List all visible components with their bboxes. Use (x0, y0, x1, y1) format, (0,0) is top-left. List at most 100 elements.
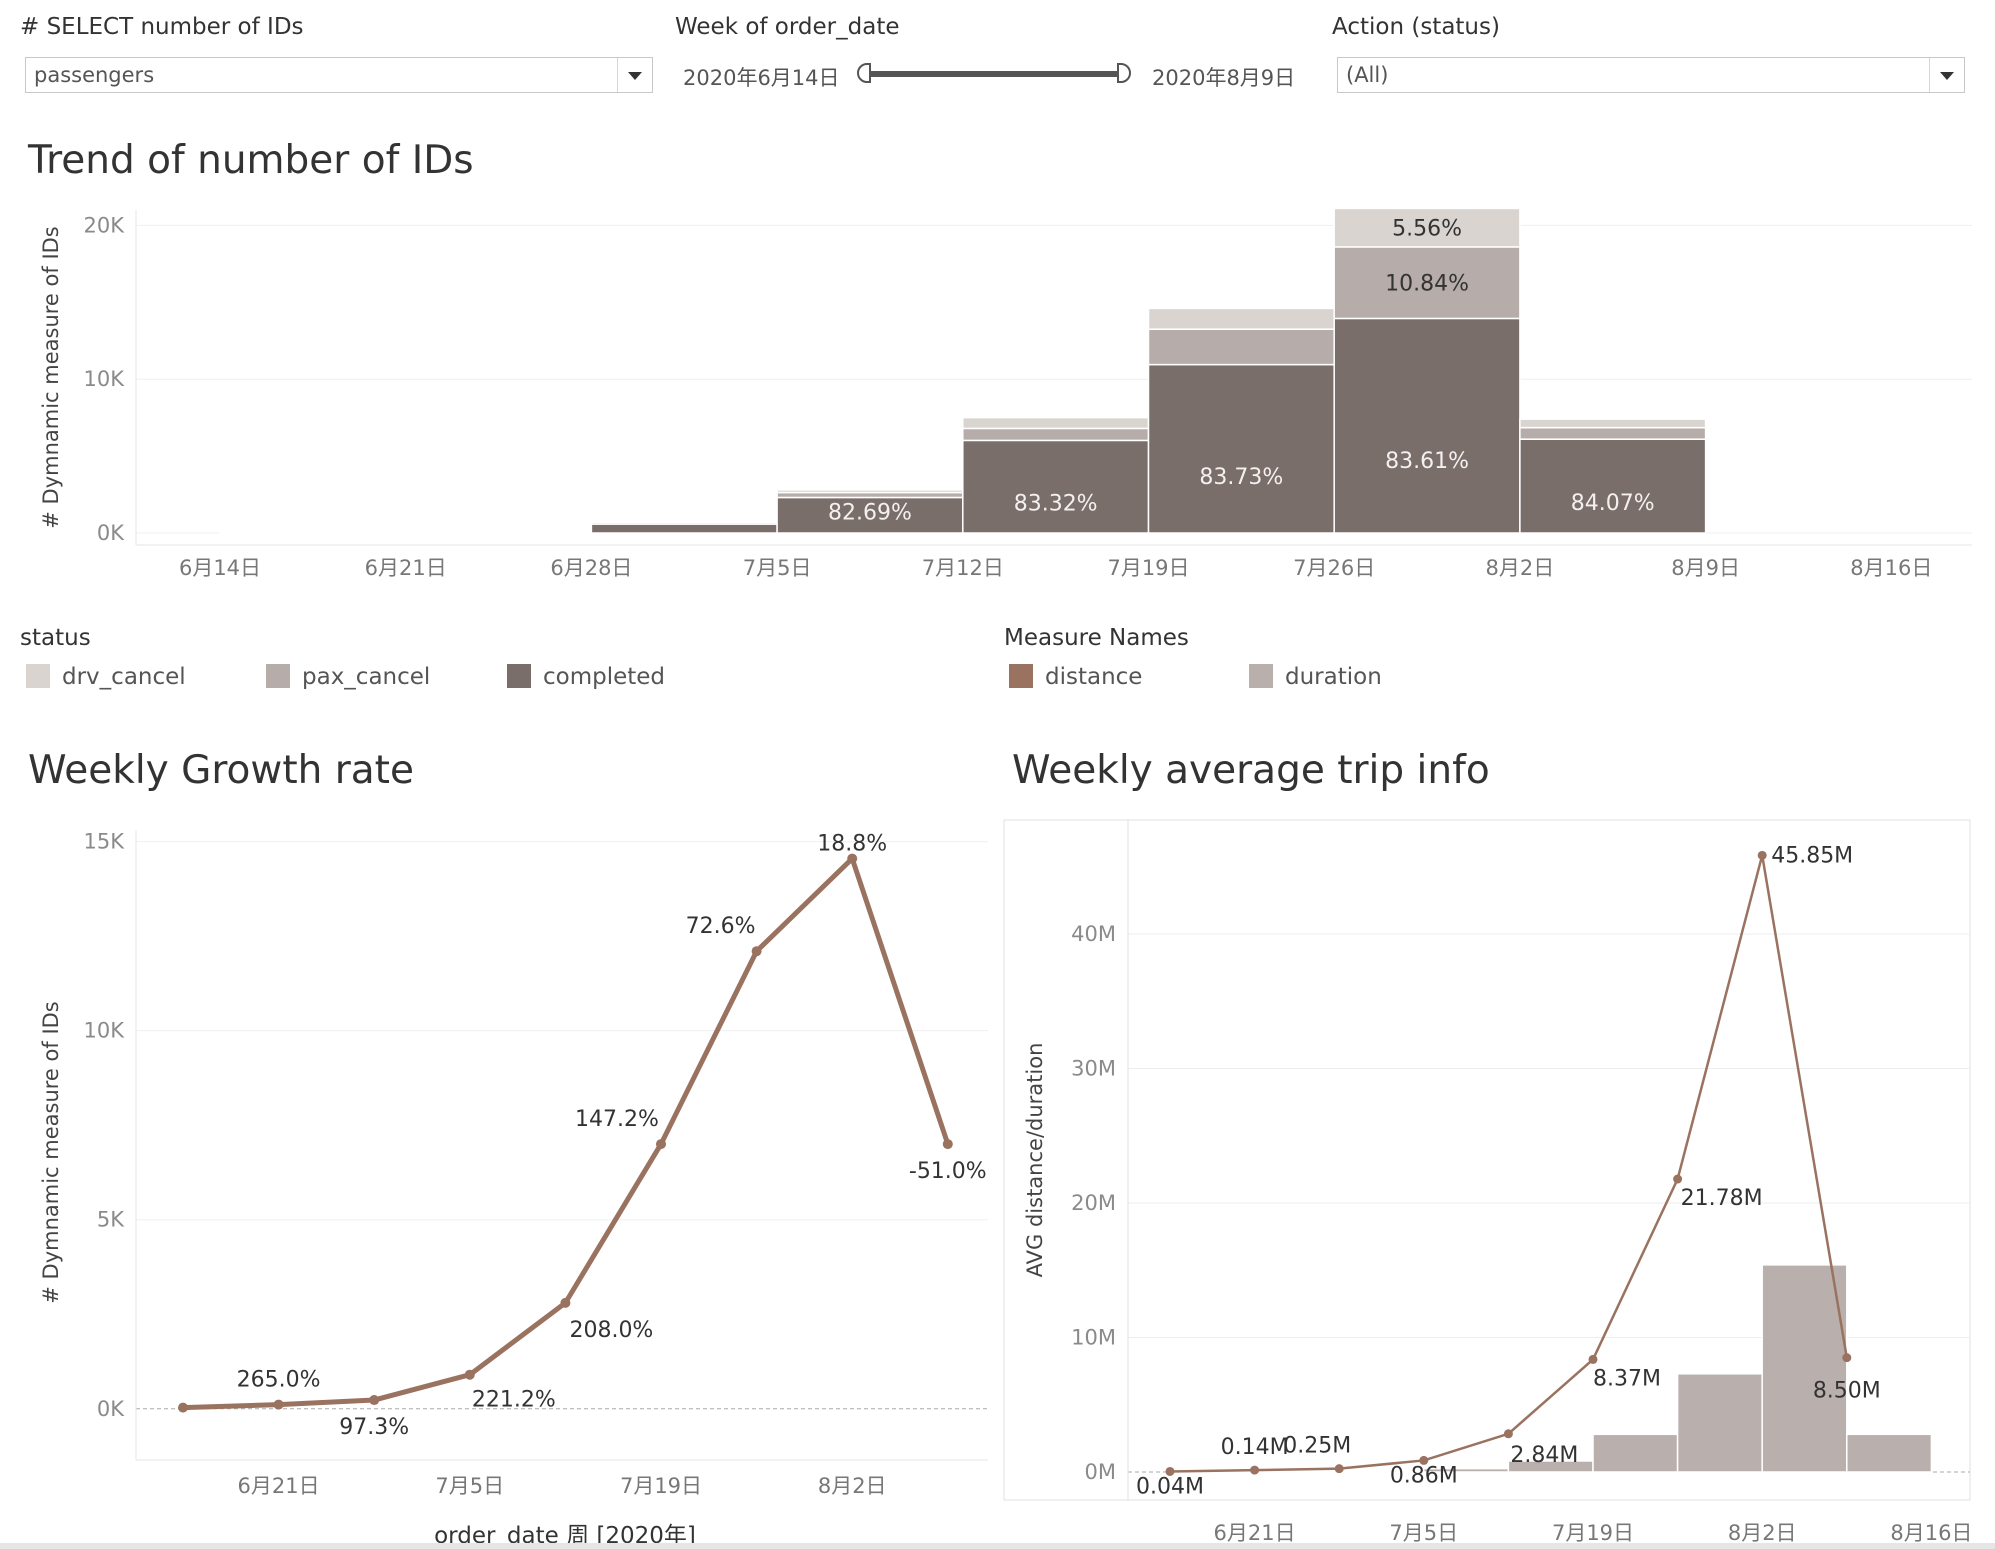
action-filter-label: Action (status) (1332, 14, 1500, 40)
week-range-start: 2020年6月14日 (683, 66, 840, 90)
growth-point[interactable] (178, 1402, 188, 1413)
growth-point[interactable] (369, 1395, 380, 1406)
distance-point[interactable] (1842, 1353, 1852, 1363)
status-legend-title: status (20, 625, 91, 651)
y-tick-label: 20K (84, 213, 126, 237)
legend-swatch (1009, 664, 1033, 688)
growth-point-label: 97.3% (339, 1415, 409, 1440)
legend-item-completed[interactable]: completed (507, 664, 665, 690)
distance-point[interactable] (1757, 850, 1767, 860)
bar-segment-drv-cancel[interactable] (776, 489, 964, 494)
growth-point-label: 265.0% (237, 1368, 321, 1393)
growth-series-line[interactable] (182, 856, 951, 1411)
x-tick-label: 7月12日 (922, 556, 1004, 580)
legend-label: pax_cancel (302, 664, 431, 690)
growth-point[interactable] (751, 946, 762, 957)
week-filter-label: Week of order_date (675, 14, 900, 40)
bar-segment-drv-cancel[interactable] (1519, 418, 1707, 429)
bar-data-label: 5.56% (1392, 217, 1462, 242)
growth-point[interactable] (942, 1139, 953, 1150)
select-ids-value: passengers (34, 63, 155, 87)
x-tick-label: 8月2日 (818, 1474, 887, 1498)
duration-bar[interactable] (1253, 1470, 1340, 1474)
select-ids-dropdown-button[interactable] (617, 58, 652, 92)
distance-point[interactable] (1588, 1354, 1598, 1364)
distance-point[interactable] (1250, 1465, 1260, 1475)
chevron-down-icon (628, 72, 642, 80)
week-range-slider[interactable] (857, 62, 1134, 86)
growth-chart-title: Weekly Growth rate (28, 748, 414, 793)
legend-item-drv-cancel[interactable]: drv_cancel (26, 664, 186, 690)
y-tick-label: 0K (97, 521, 125, 545)
slider-handle-start[interactable] (857, 63, 871, 83)
bar-segment-completed[interactable] (590, 523, 778, 534)
y-axis-title: AVG distance/duration (1023, 1043, 1047, 1278)
duration-bar[interactable] (1676, 1373, 1763, 1473)
growth-point-label: -51.0% (909, 1159, 987, 1184)
bar-segment-completed[interactable] (776, 496, 964, 534)
x-tick-label: 8月9日 (1671, 556, 1740, 580)
bar-data-label: 10.84% (1385, 272, 1469, 297)
week-range-end: 2020年8月9日 (1152, 66, 1296, 90)
bottom-scrollbar[interactable] (0, 1543, 1995, 1549)
y-tick-label: 5K (97, 1208, 125, 1232)
y-tick-label: 15K (84, 830, 126, 854)
legend-label: drv_cancel (62, 664, 186, 690)
growth-point[interactable] (656, 1139, 666, 1150)
duration-bar[interactable] (1846, 1433, 1933, 1473)
x-tick-label: 8月16日 (1850, 556, 1932, 580)
bar-segment-completed[interactable] (1519, 438, 1707, 534)
bar-segment-drv-cancel[interactable] (404, 531, 593, 534)
x-tick-label: 6月14日 (179, 556, 261, 580)
distance-point-label: 8.37M (1593, 1366, 1661, 1391)
bar-segment-drv-cancel[interactable] (1147, 307, 1335, 330)
bar-segment-drv-cancel[interactable] (962, 416, 1150, 430)
duration-bar[interactable] (1592, 1433, 1679, 1473)
growth-point[interactable] (464, 1369, 475, 1380)
bar-segment-drv-cancel[interactable] (219, 531, 407, 534)
action-dropdown-button[interactable] (1929, 58, 1964, 92)
bar-segment-drv-cancel[interactable] (590, 520, 778, 524)
bar-segment-pax-cancel[interactable] (1147, 328, 1335, 366)
distance-point-label: 2.84M (1510, 1443, 1578, 1468)
x-tick-label: 6月21日 (1214, 1521, 1296, 1545)
duration-bar[interactable] (1761, 1264, 1848, 1473)
distance-point-label: 0.04M (1136, 1474, 1204, 1499)
legend-item-duration[interactable]: duration (1249, 664, 1382, 690)
y-tick-label: 10K (84, 367, 126, 391)
bar-segment-pax-cancel[interactable] (1519, 426, 1707, 440)
bar-data-label: 84.07% (1571, 491, 1655, 516)
x-tick-label: 7月5日 (1389, 1521, 1458, 1545)
bar-segment-drv-cancel[interactable] (1333, 207, 1521, 248)
bar-segment-pax-cancel[interactable] (1333, 246, 1521, 320)
measure-legend-title: Measure Names (1004, 625, 1189, 651)
trend-chart: 82.69% 83.32% 83.73% 83.61% 10.84% 5.56% 84.07… (39, 207, 1972, 580)
growth-point[interactable] (273, 1399, 284, 1410)
distance-point-label: 0.14M (1221, 1435, 1289, 1460)
bar-segment-completed[interactable] (1333, 317, 1521, 534)
slider-handle-end[interactable] (1117, 63, 1131, 83)
legend-item-distance[interactable]: distance (1009, 664, 1142, 690)
distance-point[interactable] (1165, 1466, 1175, 1476)
growth-point[interactable] (847, 853, 858, 864)
distance-point[interactable] (1673, 1174, 1683, 1184)
y-tick-label: 40M (1071, 922, 1116, 946)
distance-point-label: 0.25M (1283, 1434, 1351, 1459)
x-tick-label: 7月19日 (1107, 556, 1189, 580)
legend-swatch (26, 664, 50, 688)
select-ids-dropdown[interactable]: passengers (25, 57, 653, 93)
bar-segment-pax-cancel[interactable] (962, 427, 1150, 442)
chevron-down-icon (1940, 72, 1954, 80)
bar-segment-completed[interactable] (962, 439, 1150, 534)
distance-point[interactable] (1334, 1464, 1344, 1474)
distance-point[interactable] (1503, 1429, 1513, 1439)
select-ids-label: # SELECT number of IDs (20, 14, 304, 40)
action-dropdown[interactable]: (All) (1337, 57, 1965, 93)
action-value: (All) (1346, 63, 1389, 87)
bar-segment-completed[interactable] (1147, 363, 1335, 534)
legend-item-pax-cancel[interactable]: pax_cancel (266, 664, 430, 690)
distance-point[interactable] (1419, 1455, 1429, 1465)
growth-point-label: 72.6% (686, 914, 756, 939)
y-axis-title: # Dymnamic measure of IDs (39, 226, 63, 529)
growth-point[interactable] (560, 1297, 571, 1308)
